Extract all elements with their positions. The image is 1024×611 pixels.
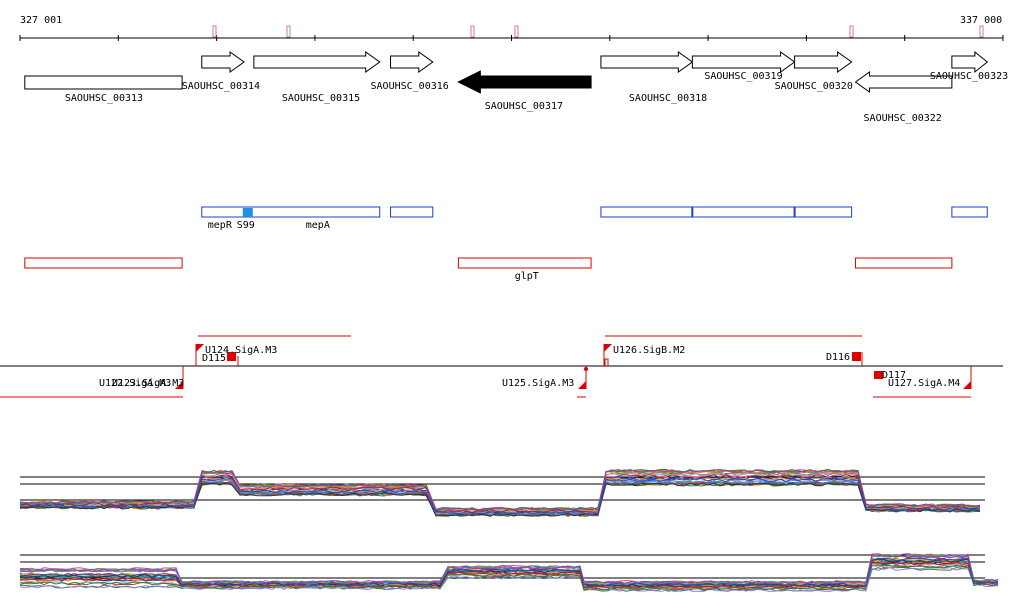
operon-highlight: [242, 208, 253, 217]
tss-label-d116: D116: [826, 352, 850, 363]
tss-label-u127: U127.SigA.M4: [888, 378, 960, 389]
expression-line: [19, 482, 981, 517]
operon-red[interactable]: [457, 257, 592, 269]
gene-saouhsc-00315[interactable]: [253, 51, 381, 73]
tss-label-u126: U126.SigB.M2: [613, 345, 685, 356]
expression-line: [19, 557, 999, 587]
gene-label: SAOUHSC_00315: [282, 93, 360, 104]
expression-line: [19, 554, 999, 585]
operon-track-blue: S99 mepR mepA: [201, 206, 988, 231]
operon-track-red: glpT: [24, 257, 953, 282]
expression-line: [19, 472, 981, 513]
tss-track: U124.SigA.M3 D115 U126.SigB.M2 D116 U122…: [0, 335, 1003, 398]
coord-end: 337 000: [960, 15, 1002, 26]
ruler-marker: [286, 25, 291, 38]
tss-label-u124: U124.SigA.M3: [205, 345, 277, 356]
tss-label-d115: D115: [202, 353, 226, 364]
gene-saouhsc-00317[interactable]: [457, 70, 592, 94]
gene-label: SAOUHSC_00322: [864, 113, 942, 124]
gene-label: SAOUHSC_00319: [704, 71, 782, 82]
operon-blue[interactable]: [390, 206, 434, 218]
tss-label-u125: U125.SigA.M3: [502, 378, 574, 389]
operon-blue[interactable]: [201, 206, 381, 218]
gene-saouhsc-00322[interactable]: [854, 71, 953, 93]
gene-saouhsc-00319[interactable]: [691, 51, 796, 73]
operon-highlight-label: S99: [237, 220, 255, 231]
ruler-marker: [849, 25, 854, 38]
genes-track: SAOUHSC_00313 SAOUHSC_00314 SAOUHSC_00315 S…: [24, 50, 1008, 124]
operon-red-label: glpT: [515, 271, 539, 282]
gene-label: SAOUHSC_00316: [371, 81, 449, 92]
gene-saouhsc-00316[interactable]: [390, 51, 434, 73]
ruler-markers: [212, 25, 984, 38]
tss-box-d116: [852, 352, 861, 361]
expression-line: [19, 468, 980, 511]
tss-box-d115: [227, 352, 236, 361]
gene-saouhsc-00320[interactable]: [794, 51, 853, 73]
expression-line: [19, 480, 981, 517]
operon-red[interactable]: [24, 257, 183, 269]
coord-start: 327 001: [20, 15, 62, 26]
tss-label-d117: D117: [882, 370, 906, 381]
tss-box-d117: [874, 371, 883, 379]
coordinate-ruler: 327 001 337 000: [19, 15, 1004, 41]
gene-label: SAOUHSC_00320: [775, 81, 853, 92]
ruler-marker: [470, 25, 475, 38]
expression-line: [19, 564, 999, 591]
gene-saouhsc-00318[interactable]: [600, 51, 694, 73]
gene-saouhsc-00323[interactable]: [951, 50, 989, 74]
gene-saouhsc-00314[interactable]: [201, 51, 245, 73]
expression-track-minus: [19, 552, 999, 592]
gene-label: SAOUHSC_00323: [930, 71, 1008, 82]
operon-label: mepA: [306, 220, 330, 231]
gene-saouhsc-00313[interactable]: [24, 75, 183, 90]
ruler-marker: [979, 25, 984, 38]
operon-red[interactable]: [855, 257, 953, 269]
ruler-marker: [514, 25, 519, 38]
gene-label: SAOUHSC_00317: [485, 101, 563, 112]
expression-track-plus: [19, 468, 985, 517]
operon-blue[interactable]: [951, 206, 988, 218]
expression-line: [19, 478, 981, 515]
gene-label: SAOUHSC_00313: [65, 93, 143, 104]
tss-label-u123: U123.SigA.M3: [112, 378, 184, 389]
tss-label-u122: U122.SigA.M3: [99, 378, 171, 389]
gene-label: SAOUHSC_00318: [629, 93, 707, 104]
operon-blue[interactable]: [600, 206, 853, 218]
ruler-marker: [212, 25, 217, 38]
gene-label: SAOUHSC_00314: [182, 81, 260, 92]
expression-line: [19, 567, 999, 592]
operon-label: mepR: [208, 220, 233, 231]
